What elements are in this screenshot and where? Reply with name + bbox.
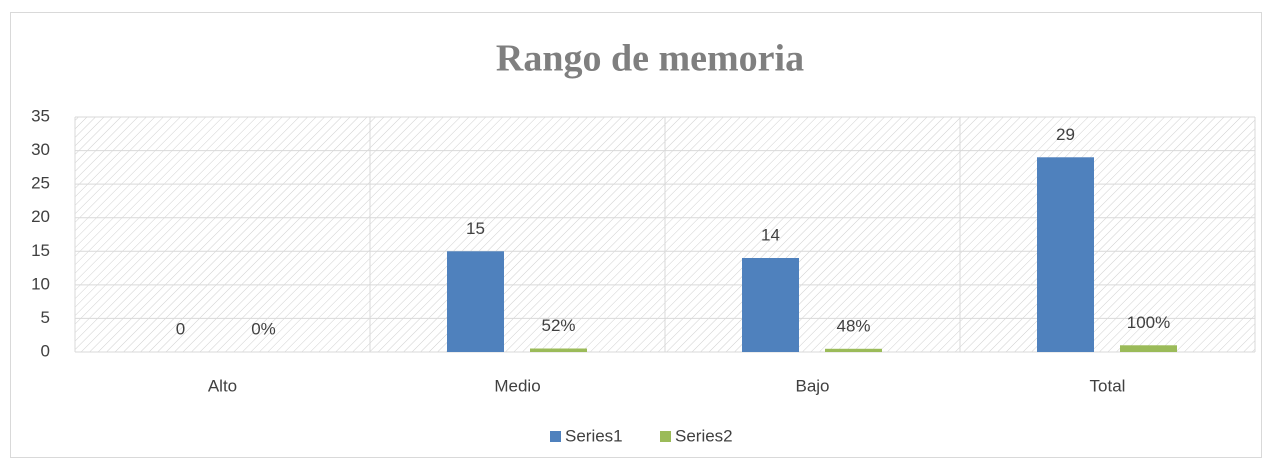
y-tick-label: 35 [31,106,50,125]
x-tick-label: Total [1090,376,1126,395]
y-tick-label: 25 [31,174,50,193]
data-label: 0 [176,319,185,338]
legend-swatch [550,431,561,442]
bar [447,251,504,352]
y-tick-label: 20 [31,207,50,226]
x-tick-label: Alto [208,376,237,395]
legend-label: Series2 [675,426,733,445]
chart-title: Rango de memoria [496,38,804,80]
bar [530,348,587,352]
data-label: 48% [836,316,870,335]
y-tick-label: 30 [31,140,50,159]
bar [1037,157,1094,352]
data-label: 29 [1056,125,1075,144]
y-tick-label: 0 [41,341,50,360]
bar [825,348,882,352]
y-tick-label: 10 [31,274,50,293]
bar [1120,345,1177,352]
data-label: 0% [251,319,276,338]
legend-swatch [660,431,671,442]
data-label: 52% [541,316,575,335]
data-label: 14 [761,225,780,244]
legend-label: Series1 [565,426,623,445]
bar [742,258,799,352]
data-label: 15 [466,219,485,238]
data-label: 100% [1127,313,1170,332]
x-tick-label: Medio [494,376,540,395]
y-tick-label: 15 [31,241,50,260]
y-tick-label: 5 [41,308,50,327]
x-tick-label: Bajo [795,376,829,395]
